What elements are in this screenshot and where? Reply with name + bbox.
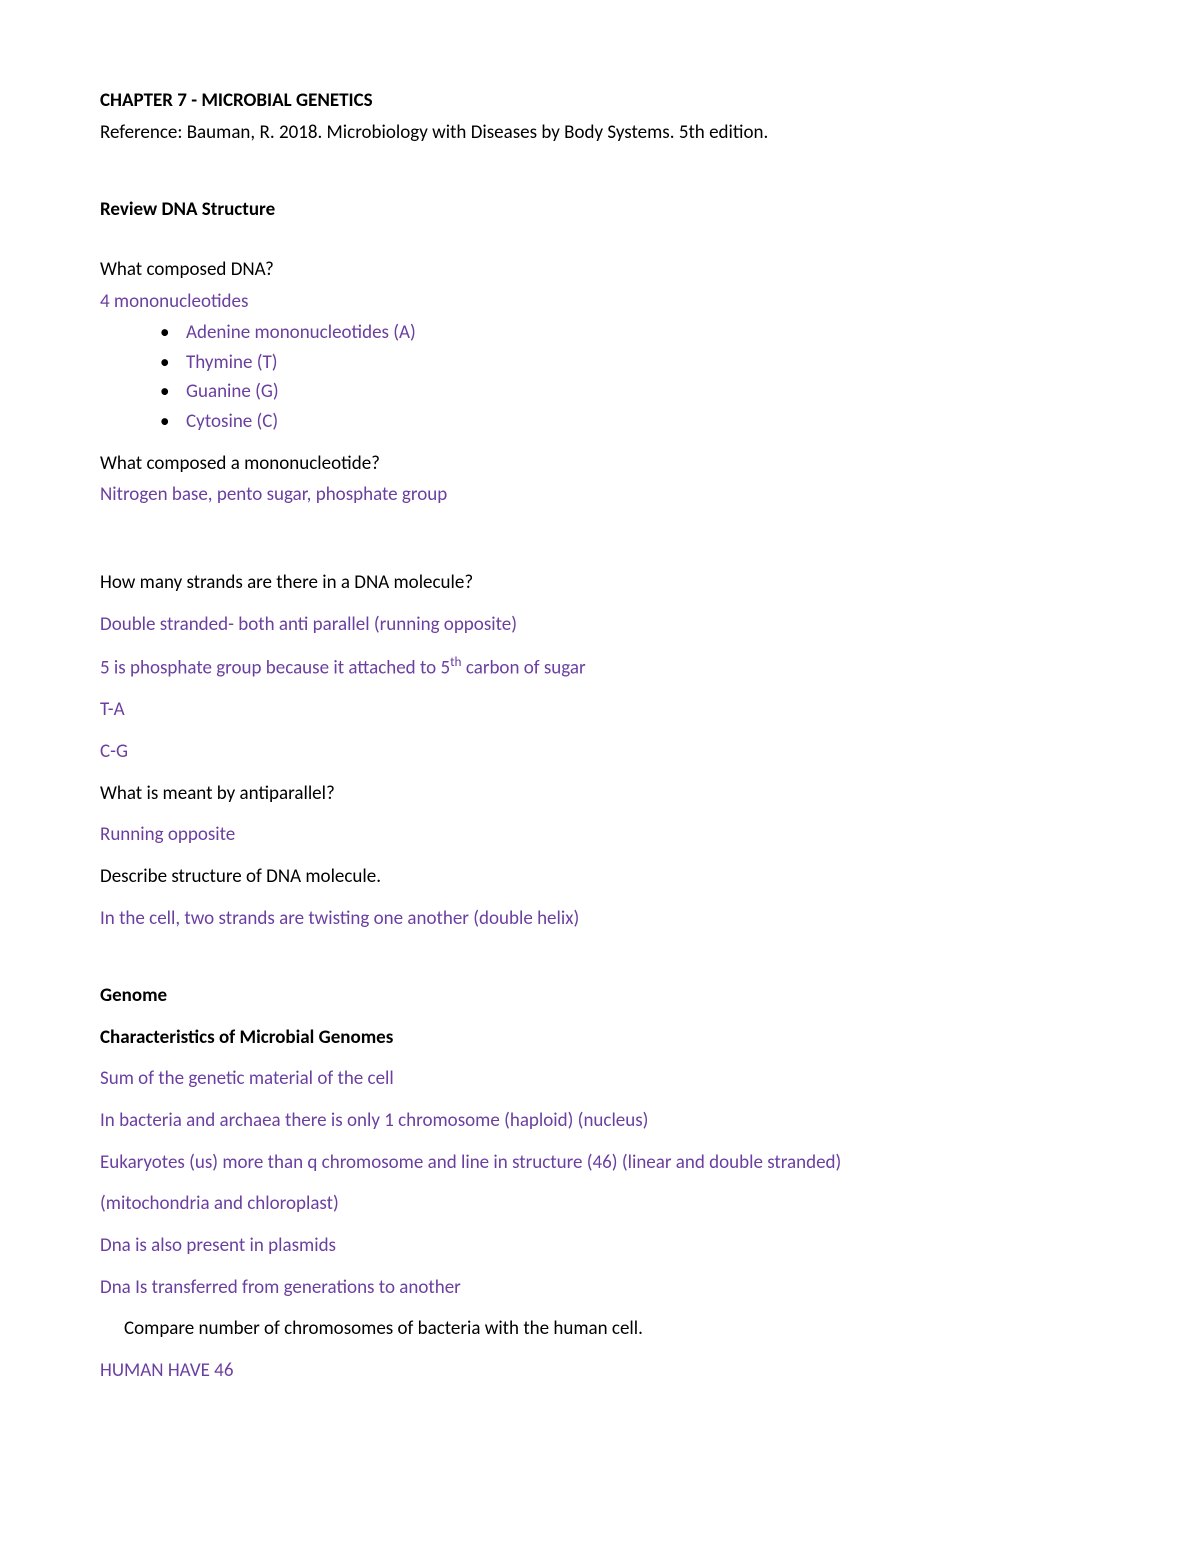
list-item: •Adenine mononucleotides (A) xyxy=(160,320,1100,346)
compare-answer: HUMAN HAVE 46 xyxy=(100,1358,1100,1384)
bullet-dot: • xyxy=(160,320,186,346)
chapter-title: CHAPTER 7 - MICROBIAL GENETICS xyxy=(100,88,1100,114)
superscript-th: th xyxy=(450,653,461,670)
characteristics-line-2: In bacteria and archaea there is only 1 … xyxy=(100,1108,1100,1134)
question-5: Describe structure of DNA molecule. xyxy=(100,864,1100,890)
list-item-text: Cytosine (C) xyxy=(186,410,278,433)
answer-1-intro: 4 mononucleotides xyxy=(100,289,1100,315)
section-heading-review: Review DNA Structure xyxy=(100,197,1100,223)
section-heading-genome: Genome xyxy=(100,983,1100,1009)
characteristics-line-4: (mitochondria and chloroplast) xyxy=(100,1191,1100,1217)
answer-3-line-4: C-G xyxy=(100,739,1100,765)
characteristics-line-6: Dna Is transferred from generations to a… xyxy=(100,1275,1100,1301)
answer-5: In the cell, two strands are twisting on… xyxy=(100,906,1100,932)
answer-1-list: •Adenine mononucleotides (A) •Thymine (T… xyxy=(100,320,1100,435)
answer-3-line-3: T-A xyxy=(100,697,1100,723)
characteristics-line-1: Sum of the genetic material of the cell xyxy=(100,1066,1100,1092)
list-item: •Thymine (T) xyxy=(160,350,1100,376)
bullet-dot: • xyxy=(160,379,186,405)
question-2: What composed a mononucleotide? xyxy=(100,451,1100,477)
subheading-characteristics: Characteristics of Microbial Genomes xyxy=(100,1025,1100,1051)
answer-2: Nitrogen base, pento sugar, phosphate gr… xyxy=(100,482,1100,508)
compare-question: Compare number of chromosomes of bacteri… xyxy=(100,1316,1100,1342)
answer-3-line-2-prefix: 5 is phosphate group because it attached… xyxy=(100,657,450,680)
question-4: What is meant by antiparallel? xyxy=(100,781,1100,807)
answer-3-line-2: 5 is phosphate group because it attached… xyxy=(100,653,1100,681)
list-item: •Cytosine (C) xyxy=(160,409,1100,435)
list-item-text: Guanine (G) xyxy=(186,380,279,403)
question-1: What composed DNA? xyxy=(100,257,1100,283)
question-3: How many strands are there in a DNA mole… xyxy=(100,570,1100,596)
characteristics-line-5: Dna is also present in plasmids xyxy=(100,1233,1100,1259)
answer-3-line-2-suffix: carbon of sugar xyxy=(462,657,586,680)
list-item: •Guanine (G) xyxy=(160,379,1100,405)
answer-3-line-1: Double stranded- both anti parallel (run… xyxy=(100,612,1100,638)
characteristics-line-3: Eukaryotes (us) more than q chromosome a… xyxy=(100,1150,1100,1176)
reference-line: Reference: Bauman, R. 2018. Microbiology… xyxy=(100,120,1100,146)
bullet-dot: • xyxy=(160,409,186,435)
answer-4: Running opposite xyxy=(100,822,1100,848)
document-page: CHAPTER 7 - MICROBIAL GENETICS Reference… xyxy=(0,0,1200,1553)
list-item-text: Thymine (T) xyxy=(186,351,278,374)
list-item-text: Adenine mononucleotides (A) xyxy=(186,321,416,344)
bullet-dot: • xyxy=(160,350,186,376)
